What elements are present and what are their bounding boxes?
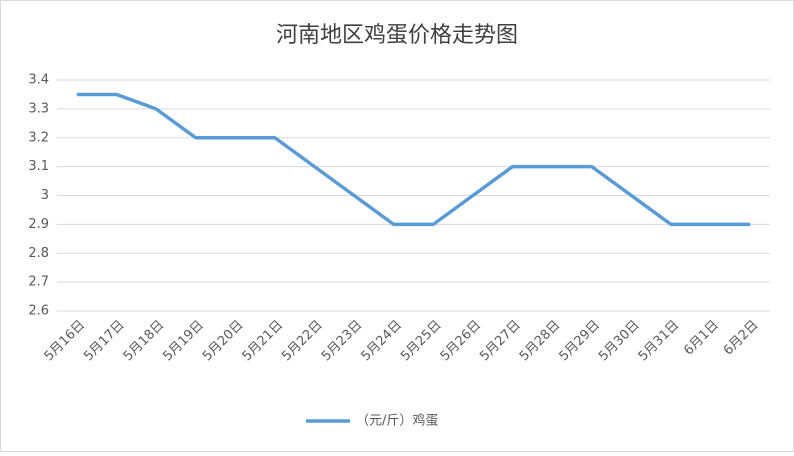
y-tick-label: 2.8 bbox=[28, 246, 49, 261]
series-line bbox=[76, 92, 751, 227]
y-tick-label: 2.9 bbox=[28, 217, 49, 232]
y-tick-label: 3.3 bbox=[28, 101, 49, 116]
legend-label: （元/斤）鸡蛋 bbox=[356, 413, 438, 429]
y-tick-label: 3 bbox=[41, 188, 49, 203]
y-tick-label: 2.7 bbox=[28, 275, 49, 290]
y-tick-label: 3.2 bbox=[28, 130, 49, 145]
y-tick-label: 2.6 bbox=[28, 304, 49, 319]
y-tick-label: 3.1 bbox=[28, 159, 49, 174]
chart-title: 河南地区鸡蛋价格走势图 bbox=[276, 23, 518, 48]
y-tick-label: 3.4 bbox=[28, 73, 49, 88]
